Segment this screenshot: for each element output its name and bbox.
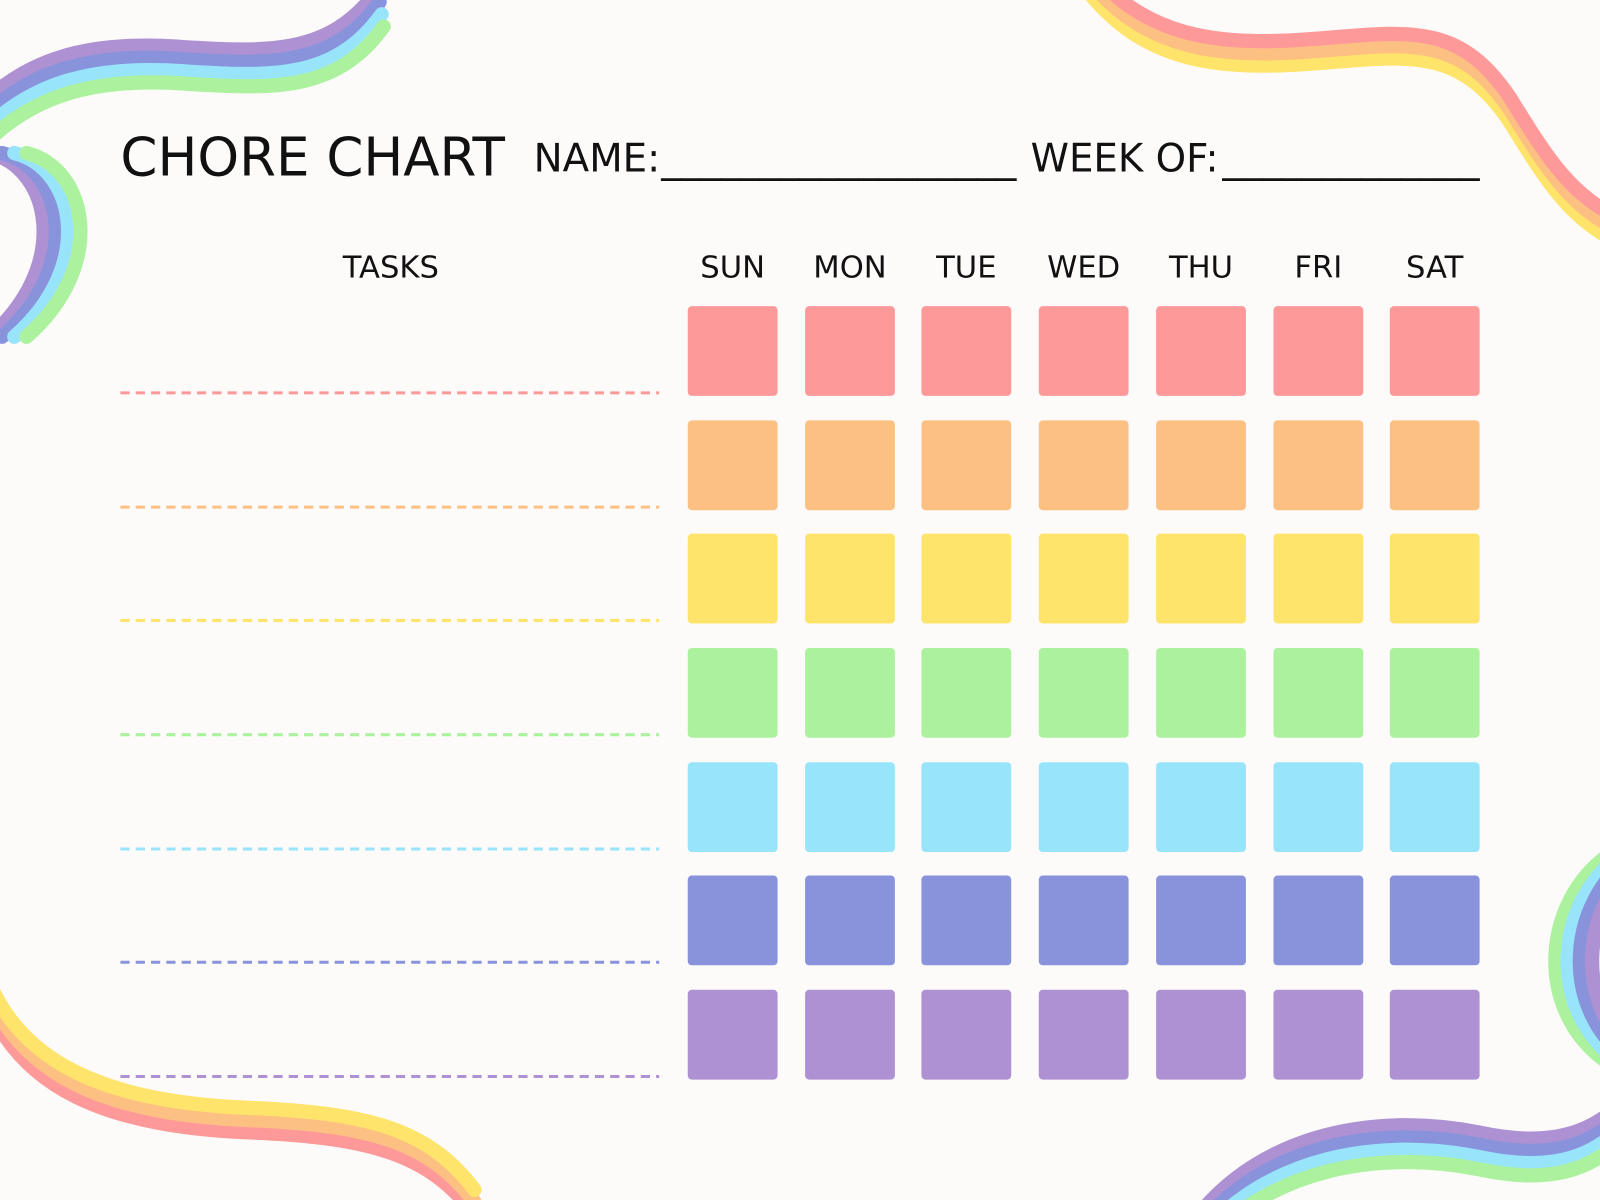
rainbow-top-right: [1085, 0, 1600, 241]
checkbox-wed-row-7[interactable]: [1038, 989, 1129, 1080]
day-header-thu: THU: [1168, 251, 1233, 286]
tasks-header: TASKS: [342, 251, 439, 286]
checkbox-mon-row-2[interactable]: [805, 420, 895, 511]
checkbox-thu-row-2[interactable]: [1156, 420, 1246, 511]
checkbox-fri-row-6[interactable]: [1273, 875, 1364, 966]
checkbox-fri-row-4[interactable]: [1273, 647, 1364, 738]
checkbox-sun-row-2[interactable]: [687, 420, 778, 511]
checkbox-wed-row-6[interactable]: [1038, 875, 1129, 966]
checkbox-wed-row-5[interactable]: [1038, 762, 1129, 853]
day-header-sun: SUN: [700, 251, 765, 286]
checkbox-fri-row-3[interactable]: [1273, 533, 1364, 624]
checkbox-grid: [687, 306, 1480, 1080]
checkbox-mon-row-1[interactable]: [805, 306, 895, 396]
checkbox-tue-row-5[interactable]: [921, 762, 1012, 853]
task-lines: [120, 391, 660, 1079]
checkbox-fri-row-2[interactable]: [1273, 420, 1364, 511]
checkbox-mon-row-7[interactable]: [805, 989, 895, 1080]
checkbox-sun-row-4[interactable]: [687, 647, 778, 738]
checkbox-thu-row-5[interactable]: [1156, 762, 1246, 853]
checkbox-sun-row-6[interactable]: [687, 875, 778, 966]
checkbox-tue-row-2[interactable]: [921, 420, 1012, 511]
checkbox-sun-row-5[interactable]: [687, 762, 778, 853]
checkbox-mon-row-4[interactable]: [805, 647, 895, 738]
checkbox-thu-row-4[interactable]: [1156, 647, 1246, 738]
checkbox-tue-row-1[interactable]: [921, 306, 1012, 396]
checkbox-thu-row-7[interactable]: [1156, 989, 1246, 1080]
rainbow-left-loop: [0, 145, 88, 344]
name-label: NAME:: [534, 136, 661, 181]
checkbox-sat-row-2[interactable]: [1389, 420, 1480, 511]
day-header-tue: TUE: [935, 251, 996, 286]
checkbox-sun-row-7[interactable]: [687, 989, 778, 1080]
page-title: CHORE CHART: [120, 127, 505, 189]
checkbox-wed-row-2[interactable]: [1038, 420, 1129, 511]
checkbox-sat-row-3[interactable]: [1389, 533, 1480, 624]
checkbox-tue-row-7[interactable]: [921, 989, 1012, 1080]
checkbox-mon-row-5[interactable]: [805, 762, 895, 853]
week-of-label: WEEK OF:: [1031, 136, 1219, 181]
checkbox-thu-row-6[interactable]: [1156, 875, 1246, 966]
checkbox-wed-row-1[interactable]: [1038, 306, 1129, 396]
name-field[interactable]: __________________: [660, 136, 1017, 181]
checkbox-wed-row-3[interactable]: [1038, 533, 1129, 624]
day-header-mon: MON: [813, 251, 886, 286]
checkbox-sun-row-3[interactable]: [687, 533, 778, 624]
checkbox-wed-row-4[interactable]: [1038, 647, 1129, 738]
checkbox-sat-row-1[interactable]: [1389, 306, 1480, 396]
checkbox-thu-row-3[interactable]: [1156, 533, 1246, 624]
checkbox-sun-row-1[interactable]: [687, 306, 778, 396]
checkbox-sat-row-6[interactable]: [1389, 875, 1480, 966]
day-headers: SUN MON TUE WED THU FRI SAT: [700, 251, 1463, 286]
rainbow-bottom-left: [0, 988, 482, 1200]
day-header-sat: SAT: [1406, 251, 1464, 286]
rainbow-bottom-right: [1202, 1111, 1600, 1200]
checkbox-sat-row-4[interactable]: [1389, 647, 1480, 738]
rainbow-bottom-right-loop: [1548, 852, 1600, 1066]
day-header-fri: FRI: [1294, 251, 1342, 286]
checkbox-tue-row-4[interactable]: [921, 647, 1012, 738]
checkbox-tue-row-3[interactable]: [921, 533, 1012, 624]
checkbox-fri-row-7[interactable]: [1273, 989, 1364, 1080]
checkbox-sat-row-5[interactable]: [1389, 762, 1480, 853]
checkbox-thu-row-1[interactable]: [1156, 306, 1246, 396]
week-of-field[interactable]: _____________: [1221, 136, 1480, 181]
checkbox-fri-row-5[interactable]: [1273, 762, 1364, 853]
checkbox-mon-row-6[interactable]: [805, 875, 895, 966]
checkbox-fri-row-1[interactable]: [1273, 306, 1364, 396]
checkbox-tue-row-6[interactable]: [921, 875, 1012, 966]
checkbox-mon-row-3[interactable]: [805, 533, 895, 624]
rainbow-top-left: [0, 0, 391, 140]
checkbox-sat-row-7[interactable]: [1389, 989, 1480, 1080]
day-header-wed: WED: [1047, 251, 1120, 286]
